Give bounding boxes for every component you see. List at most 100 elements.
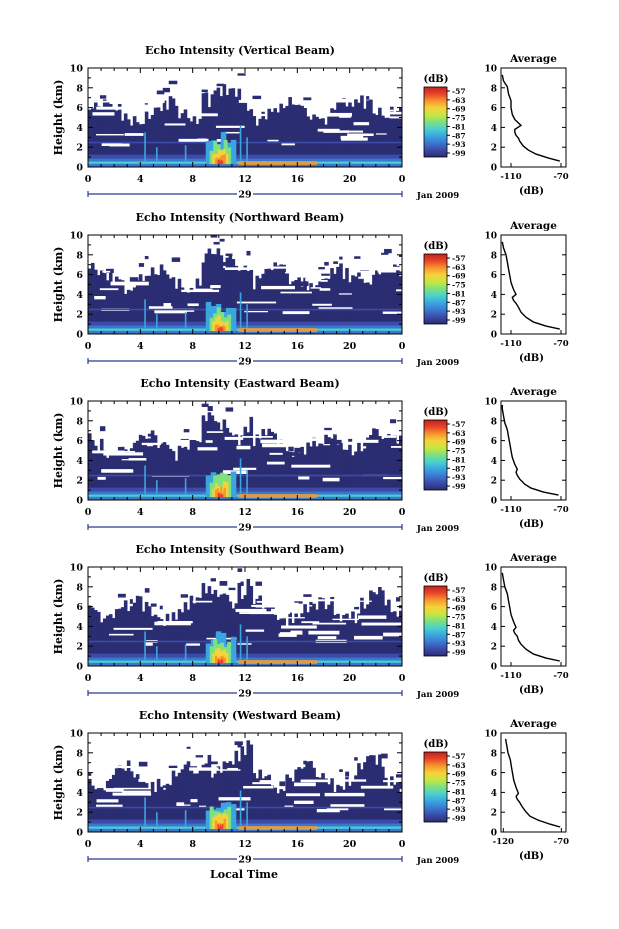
heatmap-cell <box>129 606 134 666</box>
colorbar-tick-label: -63 <box>452 263 466 272</box>
heatmap-cell <box>147 606 152 666</box>
heatmap-gap <box>113 787 152 790</box>
x-tick-label: 20 <box>343 673 357 684</box>
heatmap-gap <box>360 785 394 789</box>
heatmap-cell <box>223 487 226 498</box>
heatmap-cell <box>217 159 219 165</box>
heatmap-streak <box>156 646 158 661</box>
heatmap-cell <box>216 83 224 87</box>
heatmap-gap <box>191 113 218 117</box>
colorbar-tick-label: -99 <box>452 316 466 325</box>
heatmap-cell <box>324 124 328 167</box>
heatmap-cell <box>246 110 251 167</box>
y-tick-label: 8 <box>76 748 83 759</box>
heatmap-cell <box>270 431 275 500</box>
heatmap-gap <box>223 131 240 134</box>
x-tick-label: 0 <box>399 839 406 850</box>
heatmap-band <box>88 308 402 311</box>
heatmap-cell <box>111 453 116 500</box>
colorbar-tick-label: -69 <box>452 105 466 114</box>
heatmap-cell <box>312 437 316 500</box>
heatmap-gap <box>383 109 394 112</box>
heatmap-cell <box>138 434 143 500</box>
colorbar-tick-label: -75 <box>452 613 466 622</box>
x-tick-label: 8 <box>189 673 196 684</box>
profile-line <box>501 241 560 330</box>
heatmap-gap <box>312 303 332 306</box>
heatmap-cell <box>159 111 164 167</box>
heatmap-cell <box>399 254 402 257</box>
heatmap-gap <box>102 270 111 273</box>
heatmap-cell <box>390 612 394 666</box>
heatmap-cell <box>339 769 343 772</box>
colorbar <box>423 585 448 657</box>
heatmap-cell <box>135 122 140 167</box>
day-label-bg <box>237 687 253 698</box>
heatmap-gap <box>235 608 267 613</box>
heatmap-cell <box>99 622 104 666</box>
heatmap-gap <box>382 311 402 314</box>
heatmap-gap <box>260 439 290 444</box>
profile-y-tick-label: 2 <box>491 643 497 653</box>
heatmap-gap <box>383 476 402 480</box>
heatmap-cell <box>351 455 355 500</box>
heatmap-cell <box>114 609 119 666</box>
profile-y-tick-label: 4 <box>491 623 497 633</box>
y-tick-label: 6 <box>76 103 83 114</box>
heatmap-cell <box>123 600 128 666</box>
heatmap-gap <box>224 267 263 270</box>
heatmap-cell <box>279 781 286 787</box>
heatmap-cell <box>186 292 191 334</box>
heatmap-gap <box>305 277 317 282</box>
heatmap-cell <box>138 781 143 832</box>
heatmap-cell <box>219 772 224 832</box>
heatmap-cell <box>162 625 167 666</box>
heatmap-cell <box>399 271 402 334</box>
x-tick-label: 8 <box>189 341 196 352</box>
heatmap-cell <box>285 272 289 334</box>
heatmap-cell <box>219 327 221 332</box>
heatmap-cell <box>297 277 301 334</box>
heatmap-cell <box>212 817 216 830</box>
profile-frame <box>500 566 567 667</box>
heatmap-cell <box>327 278 331 334</box>
heatmap-gap <box>274 764 306 768</box>
heatmap-cell <box>150 267 155 334</box>
heatmap-gap <box>96 106 133 110</box>
colorbar-tick-label: -57 <box>452 87 466 96</box>
heatmap-cell <box>141 280 146 334</box>
heatmap-cell <box>357 441 361 500</box>
heatmap-cell <box>273 262 277 334</box>
heatmap-gap <box>197 138 207 143</box>
heatmap-cell <box>282 264 286 334</box>
colorbar <box>423 419 448 491</box>
heatmap-cell <box>201 262 206 334</box>
day-label-bg <box>237 521 253 532</box>
heatmap-gap <box>148 306 173 310</box>
heatmap-cell <box>88 268 92 334</box>
heatmap-cell <box>222 649 226 664</box>
heatmap-cell <box>201 93 206 167</box>
heatmap-cell <box>209 482 214 498</box>
heatmap <box>88 403 402 500</box>
heatmap-cell <box>90 785 95 832</box>
heatmap-cell <box>225 154 229 165</box>
heatmap-cell <box>315 609 319 666</box>
heatmap-cell <box>209 646 214 664</box>
profile-title: Average <box>509 552 557 564</box>
heatmap-cell <box>336 266 340 334</box>
heatmap-band <box>238 660 317 665</box>
heatmap-gap <box>354 439 379 443</box>
heatmap-gap <box>323 130 349 133</box>
colorbar-tick-label: -75 <box>452 447 466 456</box>
heatmap-cell <box>378 107 382 167</box>
heatmap-streak <box>144 797 146 827</box>
heatmap-cell <box>138 274 143 334</box>
colorbar-tick-label: -57 <box>452 752 466 761</box>
heatmap-cell <box>384 605 390 610</box>
y-tick-label: 4 <box>76 788 83 799</box>
heatmap-streak <box>246 137 248 162</box>
heatmap-cell <box>390 419 397 424</box>
heatmap-cell <box>390 776 394 832</box>
x-tick-label: 8 <box>189 174 196 185</box>
